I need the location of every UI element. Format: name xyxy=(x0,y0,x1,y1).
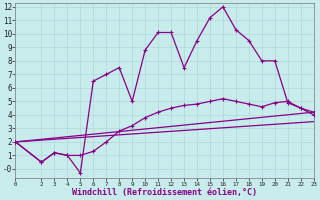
X-axis label: Windchill (Refroidissement éolien,°C): Windchill (Refroidissement éolien,°C) xyxy=(72,188,257,197)
